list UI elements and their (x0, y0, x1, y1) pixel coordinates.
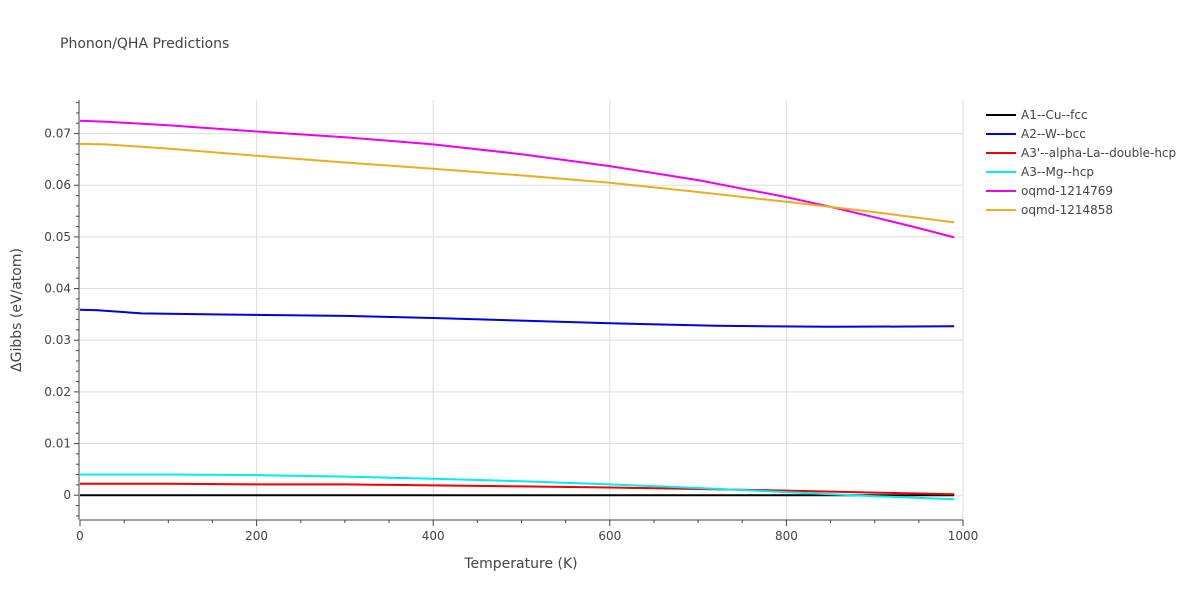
y-tick-label: 0.04 (44, 282, 71, 296)
legend[interactable]: A1--Cu--fcc A2--W--bcc A3'--alpha-La--doub… (986, 108, 1176, 217)
y-tick-label: 0.06 (44, 178, 71, 192)
legend-label: A1--Cu--fcc (1021, 108, 1088, 122)
x-tick-label: 400 (422, 529, 445, 543)
legend-item[interactable]: oqmd-1214858 (986, 203, 1113, 217)
series-line (80, 482, 955, 496)
x-tick-label: 600 (598, 529, 621, 543)
legend-label: A3'--alpha-La--double-hcp (1021, 146, 1176, 160)
y-tick-label: 0.01 (44, 437, 71, 451)
x-tick-label: 200 (245, 529, 268, 543)
series-line (80, 473, 955, 501)
grid-lines (80, 100, 964, 520)
legend-item[interactable]: oqmd-1214769 (986, 184, 1113, 198)
series-line (79, 142, 955, 224)
y-tick-label: 0 (63, 488, 71, 502)
y-tick-label: 0.03 (44, 333, 71, 347)
series-layer (79, 119, 955, 501)
x-axis-title: Temperature (K) (463, 556, 577, 572)
legend-label: oqmd-1214858 (1021, 203, 1113, 217)
legend-item[interactable]: A3'--alpha-La--double-hcp (986, 146, 1176, 160)
legend-label: A3--Mg--hcp (1021, 165, 1094, 179)
series-line (79, 119, 955, 239)
legend-item[interactable]: A3--Mg--hcp (986, 165, 1094, 179)
y-tick-label: 0.02 (44, 385, 71, 399)
legend-label: A2--W--bcc (1021, 127, 1086, 141)
y-axis-title: ΔGibbs (eV/atom) (9, 248, 25, 372)
x-tick-label: 800 (775, 529, 798, 543)
legend-item[interactable]: A2--W--bcc (986, 127, 1086, 141)
x-tick-label: 0 (76, 529, 84, 543)
y-tick-label: 0.07 (44, 127, 71, 141)
x-tick-label: 1000 (948, 529, 979, 543)
chart-title: Phonon/QHA Predictions (60, 36, 230, 52)
series-line (79, 308, 955, 328)
legend-label: oqmd-1214769 (1021, 184, 1113, 198)
legend-item[interactable]: A1--Cu--fcc (986, 108, 1088, 122)
y-tick-label: 0.05 (44, 230, 71, 244)
axes: 0 200 400 600 800 1000 0 0.01 0.02 0.03 0.04 0.05 0.… (44, 100, 978, 543)
